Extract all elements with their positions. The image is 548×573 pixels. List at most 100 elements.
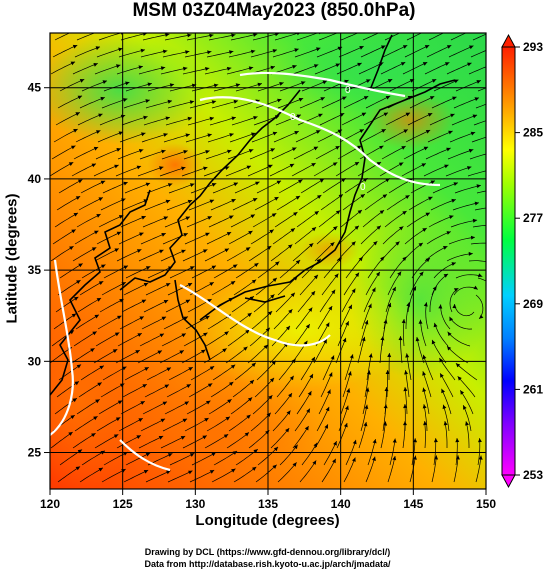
streamline [145, 282, 171, 296]
streamline [72, 432, 96, 449]
streamline-arrow [423, 302, 428, 307]
streamline-arrow [354, 225, 359, 230]
streamline-arrow [203, 166, 208, 171]
streamline [137, 166, 164, 177]
streamline [379, 162, 404, 177]
streamline-arrow [313, 274, 318, 280]
streamline-arrow [381, 129, 386, 133]
streamline-arrow [207, 133, 212, 138]
streamline [249, 148, 276, 160]
streamline [247, 344, 269, 364]
streamline-arrow [433, 438, 438, 443]
streamline [272, 410, 291, 432]
streamline [168, 183, 195, 194]
x-tick-label: 150 [476, 497, 496, 511]
streamline [121, 299, 147, 313]
streamline [293, 323, 311, 347]
streamline [444, 421, 448, 448]
streamline-arrow [114, 248, 119, 253]
streamline-arrow [387, 79, 393, 83]
streamline-arrow [159, 166, 164, 171]
streamline [344, 354, 354, 381]
streamline-arrow [328, 372, 333, 377]
streamline [366, 178, 390, 194]
streamline-arrow [425, 212, 430, 217]
streamline-arrow [145, 266, 151, 270]
streamline [212, 364, 236, 381]
streamline [317, 305, 333, 330]
streamline-arrow [293, 212, 298, 216]
streamline-arrow [296, 114, 301, 119]
streamline [78, 382, 102, 398]
streamline-arrow [376, 162, 382, 166]
streamline [428, 33, 445, 41]
streamline [472, 224, 486, 228]
streamline [228, 414, 251, 432]
streamline [295, 307, 313, 330]
streamline-arrow [319, 178, 324, 183]
streamline-arrow [167, 99, 172, 104]
streamline [382, 44, 408, 58]
streamline [100, 383, 125, 398]
streamline [162, 418, 188, 432]
streamline [360, 404, 368, 432]
streamline-arrow [143, 33, 148, 36]
streamline [321, 458, 337, 483]
streamline [358, 421, 367, 449]
streamline [453, 97, 480, 109]
streamline-arrow [418, 242, 423, 247]
streamline-arrow [245, 247, 251, 252]
streamline-arrow [324, 424, 328, 429]
streamline [429, 286, 437, 312]
streamline-arrow [70, 415, 75, 419]
streamline [103, 265, 129, 279]
streamline-arrow [187, 283, 193, 287]
streamline [234, 181, 260, 194]
streamline-arrow [357, 145, 362, 150]
streamline-arrow [209, 199, 215, 204]
streamline-arrow [421, 163, 426, 167]
streamline-arrow [442, 404, 447, 410]
streamline [294, 226, 317, 245]
streamline [230, 397, 253, 415]
streamline [426, 231, 452, 245]
streamline [271, 147, 297, 160]
streamline-arrow [226, 66, 232, 71]
streamline [99, 298, 124, 313]
streamline-arrow [211, 452, 216, 457]
streamline-arrow [113, 434, 119, 439]
streamline-arrow [447, 346, 452, 351]
streamline-arrow [161, 149, 166, 154]
streamline-arrow [119, 383, 125, 388]
streamline [272, 48, 299, 58]
streamline-arrow [141, 132, 146, 137]
streamline [168, 366, 193, 381]
streamline [50, 161, 74, 177]
streamline-arrow [311, 291, 316, 296]
streamline-arrow [494, 241, 498, 245]
streamline [424, 245, 448, 262]
streamline-arrow [335, 63, 340, 68]
streamline-arrow [304, 426, 309, 431]
streamline [169, 266, 195, 279]
streamline-arrow [159, 249, 164, 254]
streamline [313, 162, 338, 177]
streamline-arrow [402, 45, 408, 49]
streamline [211, 100, 239, 109]
streamline-arrow [231, 468, 236, 473]
streamline [207, 133, 234, 143]
streamline-arrow [312, 460, 317, 465]
streamline-arrow [342, 337, 347, 343]
streamline [274, 211, 298, 228]
streamline-arrow [455, 363, 461, 368]
streamline [253, 294, 275, 313]
streamline [314, 63, 341, 75]
streamline [422, 387, 430, 415]
streamline-arrow [298, 179, 303, 184]
streamline-arrow [359, 129, 364, 133]
streamline [144, 199, 171, 211]
streamline [205, 149, 232, 160]
streamline-arrow [352, 457, 356, 462]
streamline [385, 286, 397, 313]
streamline-arrow [138, 65, 143, 70]
